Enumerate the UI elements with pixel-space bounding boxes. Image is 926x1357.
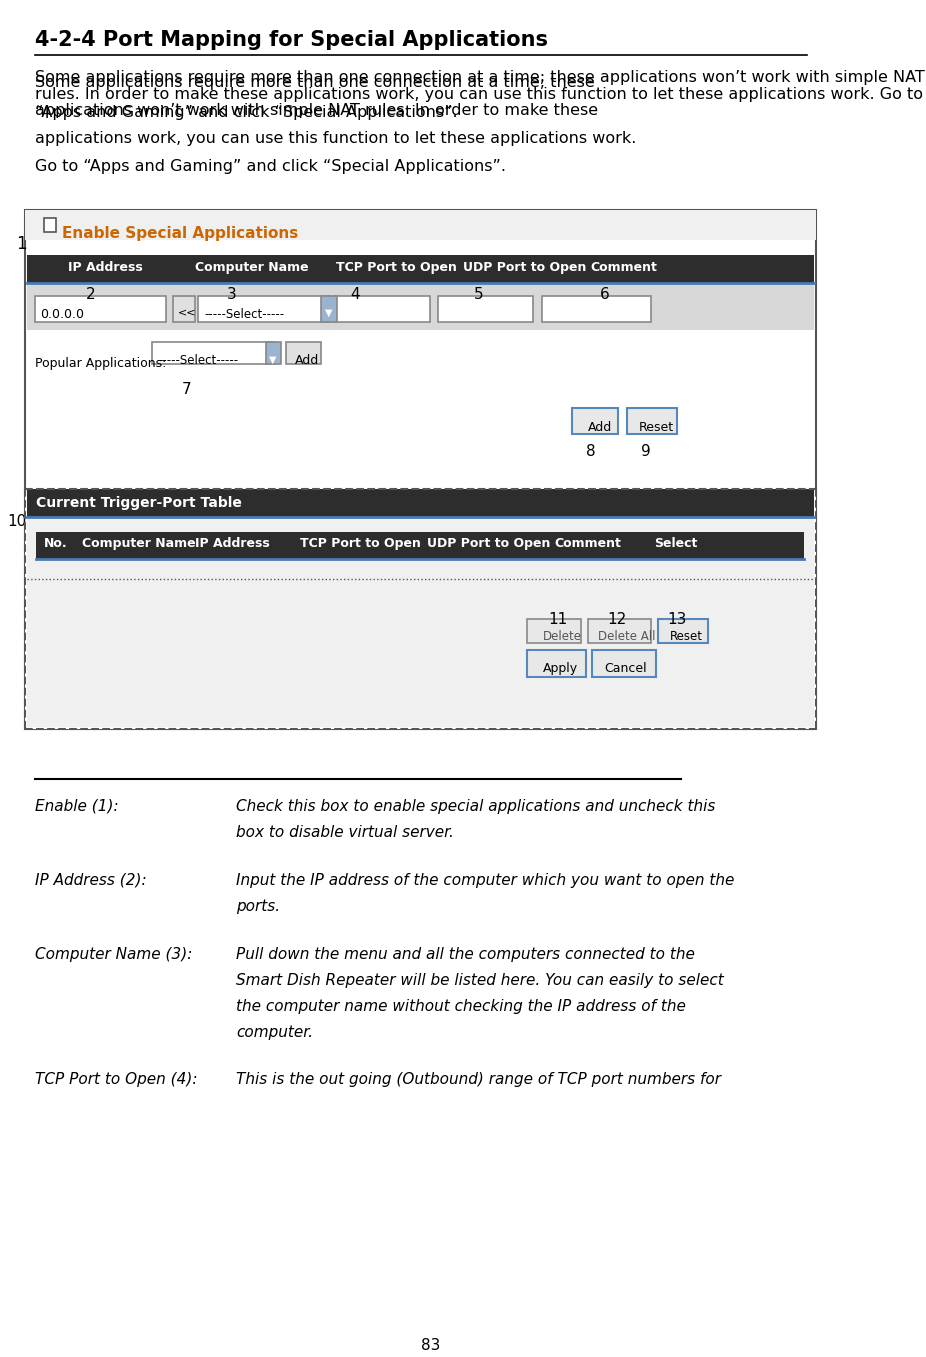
Text: Computer Name: Computer Name — [81, 537, 195, 550]
Bar — [527, 619, 582, 643]
Text: 1: 1 — [17, 235, 27, 252]
Bar — [542, 296, 651, 322]
Bar — [527, 650, 586, 677]
Text: 12: 12 — [607, 612, 626, 627]
Text: Comment: Comment — [591, 261, 657, 274]
Bar — [320, 296, 337, 322]
Bar — [657, 619, 707, 643]
Bar — [44, 217, 56, 232]
Text: ports.: ports. — [236, 898, 281, 913]
Bar — [438, 296, 533, 322]
Text: IP Address (2):: IP Address (2): — [34, 873, 146, 887]
Text: 13: 13 — [668, 612, 687, 627]
Text: -----Select-----: -----Select----- — [158, 354, 238, 366]
Text: 0.0.0.0: 0.0.0.0 — [40, 308, 84, 320]
Text: applications won’t work with simple NAT rules. In order to make these: applications won’t work with simple NAT … — [34, 103, 597, 118]
Text: IP Address: IP Address — [69, 261, 143, 274]
Bar — [593, 650, 656, 677]
Text: 4-2-4 Port Mapping for Special Applications: 4-2-4 Port Mapping for Special Applicati… — [34, 30, 547, 50]
Bar — [334, 296, 430, 322]
Text: Input the IP address of the computer which you want to open the: Input the IP address of the computer whi… — [236, 873, 734, 887]
Text: Reset: Reset — [639, 422, 674, 434]
Text: Popular Applications:: Popular Applications: — [34, 357, 166, 370]
Bar — [36, 532, 804, 559]
Text: Go to “Apps and Gaming” and click “Special Applications”.: Go to “Apps and Gaming” and click “Speci… — [34, 159, 506, 174]
Text: 3: 3 — [227, 286, 237, 301]
Bar — [627, 408, 677, 434]
Text: TCP Port to Open: TCP Port to Open — [300, 537, 420, 550]
Text: Add: Add — [588, 422, 612, 434]
Bar — [286, 342, 320, 365]
Bar — [27, 517, 814, 727]
Bar — [34, 296, 167, 322]
Text: 7: 7 — [181, 383, 192, 398]
Bar — [25, 210, 816, 729]
Text: 5: 5 — [474, 286, 484, 301]
Text: Pull down the menu and all the computers connected to the: Pull down the menu and all the computers… — [236, 947, 695, 962]
Text: Comment: Comment — [555, 537, 621, 550]
Text: Check this box to enable special applications and uncheck this: Check this box to enable special applica… — [236, 799, 716, 814]
Text: Apply: Apply — [544, 662, 579, 674]
Text: Select: Select — [654, 537, 697, 550]
Bar — [198, 296, 330, 322]
Text: TCP Port to Open (4):: TCP Port to Open (4): — [34, 1072, 197, 1087]
Text: Some applications require more than one connection at a time; these applications: Some applications require more than one … — [34, 71, 924, 119]
Bar — [152, 342, 274, 365]
Text: 4: 4 — [350, 286, 359, 301]
Bar — [27, 255, 814, 282]
Bar — [25, 210, 816, 240]
Text: -----Select-----: -----Select----- — [205, 308, 284, 320]
Text: Delete All: Delete All — [598, 630, 656, 643]
Text: 8: 8 — [586, 444, 595, 460]
Text: Enable (1):: Enable (1): — [34, 799, 119, 814]
Text: the computer name without checking the IP address of the: the computer name without checking the I… — [236, 999, 686, 1014]
Text: 6: 6 — [600, 286, 609, 301]
Text: box to disable virtual server.: box to disable virtual server. — [236, 825, 454, 840]
Text: 83: 83 — [420, 1338, 440, 1353]
Bar — [27, 490, 814, 517]
Text: UDP Port to Open: UDP Port to Open — [427, 537, 550, 550]
Text: This is the out going (Outbound) range of TCP port numbers for: This is the out going (Outbound) range o… — [236, 1072, 721, 1087]
Text: IP Address: IP Address — [195, 537, 270, 550]
Text: Computer Name (3):: Computer Name (3): — [34, 947, 192, 962]
Text: 9: 9 — [642, 444, 651, 460]
Text: Add: Add — [295, 354, 319, 366]
Text: 11: 11 — [548, 612, 567, 627]
Text: No.: No. — [44, 537, 68, 550]
Bar — [572, 408, 618, 434]
Text: <<: << — [178, 308, 196, 318]
Text: Computer Name: Computer Name — [195, 261, 309, 274]
Text: computer.: computer. — [236, 1025, 313, 1039]
Text: Reset: Reset — [669, 630, 703, 643]
Text: ▼: ▼ — [325, 308, 332, 318]
Text: Cancel: Cancel — [604, 662, 647, 674]
Text: Enable Special Applications: Enable Special Applications — [62, 225, 298, 240]
Bar — [266, 342, 281, 365]
Text: UDP Port to Open: UDP Port to Open — [463, 261, 587, 274]
Text: Delete: Delete — [543, 630, 582, 643]
Text: 10: 10 — [7, 514, 27, 529]
Bar — [588, 619, 651, 643]
Text: Some applications require more than one connection at a time; these: Some applications require more than one … — [34, 75, 594, 90]
Bar — [25, 490, 816, 729]
Text: Current Trigger-Port Table: Current Trigger-Port Table — [36, 497, 243, 510]
Text: 2: 2 — [86, 286, 96, 301]
Bar — [172, 296, 195, 322]
Text: Smart Dish Repeater will be listed here. You can easily to select: Smart Dish Repeater will be listed here.… — [236, 973, 724, 988]
Text: applications work, you can use this function to let these applications work.: applications work, you can use this func… — [34, 130, 636, 145]
Bar — [27, 282, 814, 330]
Text: ▼: ▼ — [269, 354, 277, 365]
Text: TCP Port to Open: TCP Port to Open — [336, 261, 457, 274]
